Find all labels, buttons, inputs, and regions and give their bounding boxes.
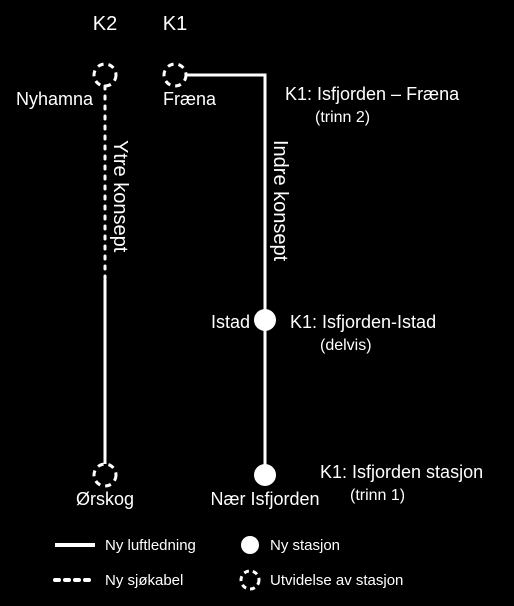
station-label-istad: Istad — [211, 312, 250, 332]
station-label-orskog: Ørskog — [76, 489, 134, 509]
label-ytre-konsept: Ytre konsept — [109, 140, 131, 253]
legend-utvidelse: Utvidelse av stasjon — [270, 572, 403, 589]
label-indre-konsept: Indre konsept — [269, 140, 291, 262]
annotation-a3-l2: (trinn 1) — [350, 487, 405, 504]
annotation-a2-l1: K1: Isfjorden-Istad — [290, 312, 436, 332]
header-k1: K1 — [163, 13, 187, 35]
station-istad — [254, 309, 276, 331]
station-label-fraena: Fræna — [163, 89, 217, 109]
annotation-a2-l2: (delvis) — [320, 337, 372, 354]
station-label-nyhamna: Nyhamna — [16, 89, 94, 109]
header-k2: K2 — [93, 13, 117, 35]
annotation-a1-l1: K1: Isfjorden – Fræna — [285, 84, 460, 104]
station-label-isfjorden: Nær Isfjorden — [210, 489, 319, 509]
legend-sjokabel: Ny sjøkabel — [105, 572, 183, 589]
legend-stasjon: Ny stasjon — [270, 537, 340, 554]
legend-luftledning: Ny luftledning — [105, 537, 196, 554]
station-isfjorden — [254, 464, 276, 486]
legend-icon-stasjon — [241, 536, 259, 554]
annotation-a3-l1: K1: Isfjorden stasjon — [320, 462, 483, 482]
annotation-a1-l2: (trinn 2) — [315, 109, 370, 126]
